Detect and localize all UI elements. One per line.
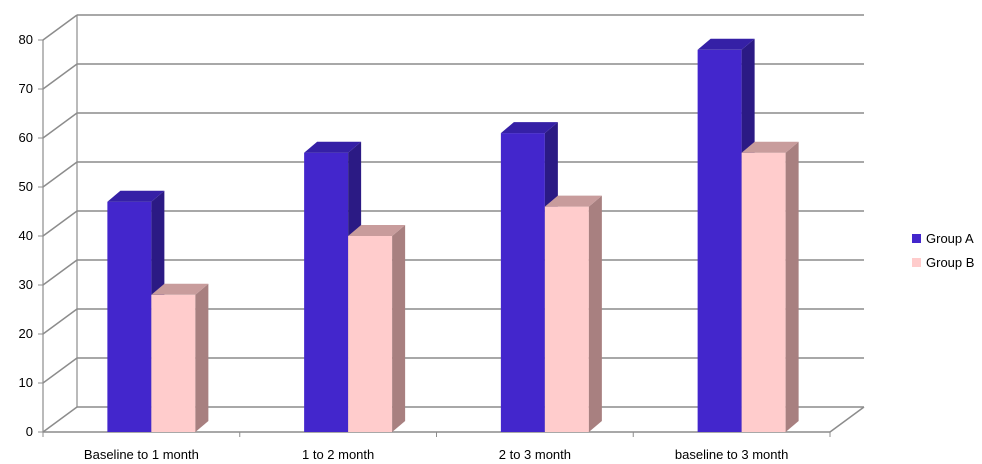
bar-front bbox=[151, 294, 196, 432]
gridline-depth-20 bbox=[42, 308, 78, 335]
gridline-depth-30 bbox=[42, 259, 78, 286]
y-tick-label-40: 40 bbox=[19, 228, 33, 243]
bar-side bbox=[588, 195, 602, 432]
gridline-depth-80 bbox=[42, 14, 78, 41]
bar-front bbox=[348, 236, 393, 432]
bar-top bbox=[107, 190, 165, 202]
y-tick-label-20: 20 bbox=[19, 326, 33, 341]
legend-label-group-a: Group A bbox=[926, 230, 974, 246]
y-tick-label-80: 80 bbox=[19, 32, 33, 47]
bar-top bbox=[741, 141, 799, 153]
bar-group-b-0 bbox=[151, 283, 209, 432]
bar-front bbox=[304, 152, 349, 432]
legend-swatch-group-b bbox=[912, 257, 921, 267]
bar-side bbox=[195, 283, 209, 432]
bar-top bbox=[348, 225, 406, 236]
bar-top bbox=[151, 283, 209, 295]
legend-swatch-group-a bbox=[912, 233, 921, 243]
bar-side bbox=[392, 225, 406, 432]
legend: Group A Group B bbox=[912, 226, 974, 274]
gridline-depth-0 bbox=[42, 406, 78, 433]
legend-item-group-b: Group B bbox=[912, 250, 974, 274]
gridline-depth-50 bbox=[42, 161, 78, 188]
bar-front bbox=[741, 152, 786, 432]
x-tick-label-2: 2 to 3 month bbox=[499, 447, 571, 462]
gridline-depth-70 bbox=[42, 63, 78, 90]
bar-top bbox=[304, 141, 362, 153]
y-tick-label-60: 60 bbox=[19, 130, 33, 145]
bar-group-b-1 bbox=[348, 225, 406, 432]
bars bbox=[107, 38, 799, 433]
y-tick-label-0: 0 bbox=[26, 424, 33, 439]
x-tick-label-3: baseline to 3 month bbox=[675, 447, 788, 462]
bar-group-b-2 bbox=[544, 195, 602, 432]
bar-top bbox=[544, 195, 602, 207]
bar-front bbox=[500, 133, 545, 432]
bar-group-a-1 bbox=[304, 141, 362, 432]
y-tick-label-70: 70 bbox=[19, 81, 33, 96]
floor-right-edge bbox=[829, 406, 865, 433]
bar-group-b-3 bbox=[741, 141, 799, 432]
gridline-depth-40 bbox=[42, 210, 78, 237]
gridline-depth-10 bbox=[42, 357, 78, 384]
legend-label-group-b: Group B bbox=[926, 254, 975, 270]
bar-top bbox=[500, 122, 558, 134]
bar-front bbox=[697, 49, 742, 433]
bar-front bbox=[544, 206, 589, 432]
y-tick-label-10: 10 bbox=[19, 375, 33, 390]
x-tick-label-1: 1 to 2 month bbox=[302, 447, 374, 462]
axis-labels: 0 10 20 30 40 50 60 70 80 Baseline to 1 month 1 to… bbox=[19, 32, 789, 462]
legend-item-group-a: Group A bbox=[912, 226, 974, 250]
gridline-depth-60 bbox=[42, 112, 78, 139]
bar-side bbox=[785, 141, 799, 432]
x-tick-label-0: Baseline to 1 month bbox=[84, 447, 199, 462]
y-tick-label-50: 50 bbox=[19, 179, 33, 194]
bar-front bbox=[107, 201, 152, 432]
y-tick-label-30: 30 bbox=[19, 277, 33, 292]
bar-top bbox=[697, 38, 755, 50]
